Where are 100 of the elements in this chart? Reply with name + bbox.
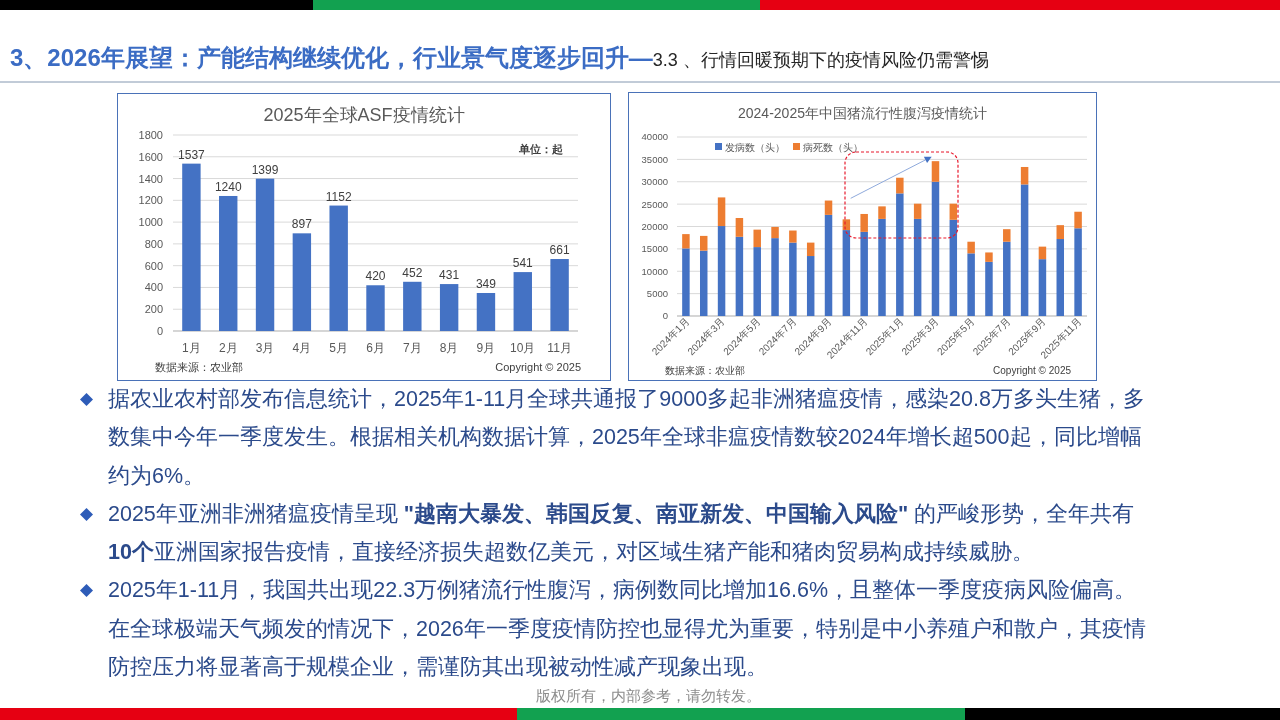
x-tick-label: 1月 bbox=[182, 341, 201, 355]
y-tick-label: 0 bbox=[156, 324, 163, 337]
y-tick-label: 5000 bbox=[646, 288, 668, 300]
data-label: 1399 bbox=[251, 162, 279, 177]
bar bbox=[860, 213, 868, 232]
y-tick-label: 15000 bbox=[641, 243, 668, 255]
x-tick-label: 11月 bbox=[547, 341, 572, 355]
y-tick-label: 0 bbox=[662, 310, 668, 322]
bar bbox=[896, 177, 904, 194]
bar bbox=[1020, 184, 1029, 316]
data-label: 897 bbox=[291, 217, 313, 232]
bar bbox=[806, 242, 815, 257]
bar bbox=[550, 259, 569, 331]
text: 据农业农村部发布信息统计，2025年1-11月全球共通报了9000多起非洲猪瘟疫情，感染20.8万多头生猪，多数集中今年一季度发生。根据相关机构数据计算，2025年全球非瘟疫情数较2024年增长超500起，同比增幅约为6%。 bbox=[108, 387, 1145, 488]
bar bbox=[682, 234, 690, 249]
title: 2024-2025年中国猪流行性腹泻疫情统计 bbox=[738, 105, 987, 121]
bar bbox=[931, 181, 940, 316]
y-tick-label: 1200 bbox=[138, 194, 163, 207]
bar bbox=[1074, 228, 1082, 316]
bar bbox=[949, 203, 958, 220]
y-tick-label: 25000 bbox=[641, 198, 668, 210]
y-tick-label: 20000 bbox=[641, 220, 668, 232]
data-label: 1152 bbox=[325, 189, 352, 204]
bar bbox=[860, 231, 868, 316]
x-tick-label: 7月 bbox=[402, 341, 422, 355]
bar bbox=[735, 236, 744, 316]
bar bbox=[182, 163, 201, 331]
data-label: 1240 bbox=[214, 179, 242, 194]
bar bbox=[1056, 225, 1064, 240]
bar bbox=[842, 230, 851, 316]
y-tick-label: 35000 bbox=[641, 153, 668, 165]
data-label: 661 bbox=[549, 243, 570, 258]
bar bbox=[1020, 166, 1029, 185]
y-tick-label: 10000 bbox=[641, 265, 668, 277]
annotation: 单位：起 bbox=[518, 143, 563, 155]
y-tick-label: 40000 bbox=[641, 131, 668, 143]
bar bbox=[753, 229, 761, 248]
y-tick-label: 400 bbox=[144, 281, 163, 294]
y-tick-label: 1800 bbox=[138, 128, 163, 141]
y-tick-label: 1400 bbox=[138, 172, 163, 185]
data-label: 420 bbox=[365, 269, 386, 284]
text: 版权所有，内部参考，请勿转发。 bbox=[535, 686, 761, 706]
title: 2025年全球ASF疫情统计 bbox=[263, 105, 465, 125]
text: Copyright © 2025 bbox=[495, 361, 581, 373]
x-tick-label: 6月 bbox=[366, 341, 385, 355]
bar bbox=[329, 205, 348, 331]
bar bbox=[717, 226, 726, 316]
bar bbox=[1056, 239, 1064, 316]
bar bbox=[255, 178, 275, 331]
text: 3、2026年展望：产能结构继续优化，行业景气度逐步回升— bbox=[10, 43, 653, 71]
data-label: 541 bbox=[512, 256, 534, 271]
y-tick-label: 800 bbox=[144, 237, 163, 250]
source-note: 数据来源：农业部 bbox=[155, 361, 243, 373]
bar bbox=[806, 256, 815, 316]
bar bbox=[292, 233, 312, 331]
bar bbox=[735, 218, 744, 237]
text: 2025年亚洲非洲猪瘟疫情呈现 "越南大暴发、韩国反复、南亚新发、中国输入风险" 的严峻形势，全年共有10个亚洲国家报告疫情，直接经济损失超数亿美元，对区域生猪产能和猪肉贸易构成持续威胁。 bbox=[108, 501, 1135, 565]
x-tick-label: 10月 bbox=[510, 341, 536, 355]
bar bbox=[403, 281, 422, 331]
bar bbox=[219, 195, 238, 331]
x-tick-label: 2月 bbox=[218, 341, 238, 355]
x-tick-label: 9月 bbox=[476, 341, 496, 355]
bar bbox=[789, 230, 797, 243]
data-label: 431 bbox=[439, 268, 460, 283]
bar bbox=[753, 247, 761, 316]
x-tick-label: 5月 bbox=[329, 341, 349, 355]
bar bbox=[967, 241, 975, 254]
bar bbox=[439, 284, 459, 331]
x-tick-label: 8月 bbox=[439, 341, 459, 355]
bar bbox=[771, 226, 779, 239]
bar bbox=[700, 250, 708, 316]
bar bbox=[896, 193, 904, 316]
bar bbox=[949, 219, 958, 316]
bar bbox=[682, 248, 690, 316]
x-tick-label: 4月 bbox=[292, 341, 312, 355]
data-label: 1537 bbox=[178, 147, 206, 162]
bar bbox=[824, 214, 833, 316]
bar bbox=[513, 272, 532, 331]
data-label: 452 bbox=[402, 265, 423, 280]
bar bbox=[700, 235, 708, 251]
text: Copyright © 2025 bbox=[993, 365, 1072, 376]
bar bbox=[789, 242, 797, 316]
bar bbox=[878, 206, 886, 219]
source-note: 数据来源：农业部 bbox=[665, 365, 745, 376]
bar bbox=[366, 285, 385, 331]
bar bbox=[771, 238, 779, 316]
bar bbox=[878, 218, 886, 316]
y-tick-label: 1600 bbox=[138, 150, 163, 163]
text: 3.3 、行情回暖预期下的疫情风险仍需警惕 bbox=[652, 49, 989, 70]
bar bbox=[985, 261, 993, 316]
bar bbox=[476, 293, 496, 331]
bar bbox=[824, 200, 833, 215]
y-tick-label: 600 bbox=[144, 259, 163, 272]
y-tick-label: 1000 bbox=[138, 216, 163, 229]
bar bbox=[913, 203, 922, 219]
bar bbox=[717, 197, 726, 227]
bar bbox=[1038, 259, 1047, 316]
legend-label: 发病数（头） bbox=[725, 141, 785, 153]
y-tick-label: 30000 bbox=[641, 176, 668, 188]
text: 2025年1-11月，我国共出现22.3万例猪流行性腹泻，病例数同比增加16.6%，且整体一季度疫病风险偏高。在全球极端天气频发的情况下，2026年一季度疫情防控也显得尤为重要，特别是中小养殖户和散户，其疫情防控压力将显著高于规模企业，需谨防其出现被动性减产现象出现。 bbox=[108, 578, 1146, 680]
